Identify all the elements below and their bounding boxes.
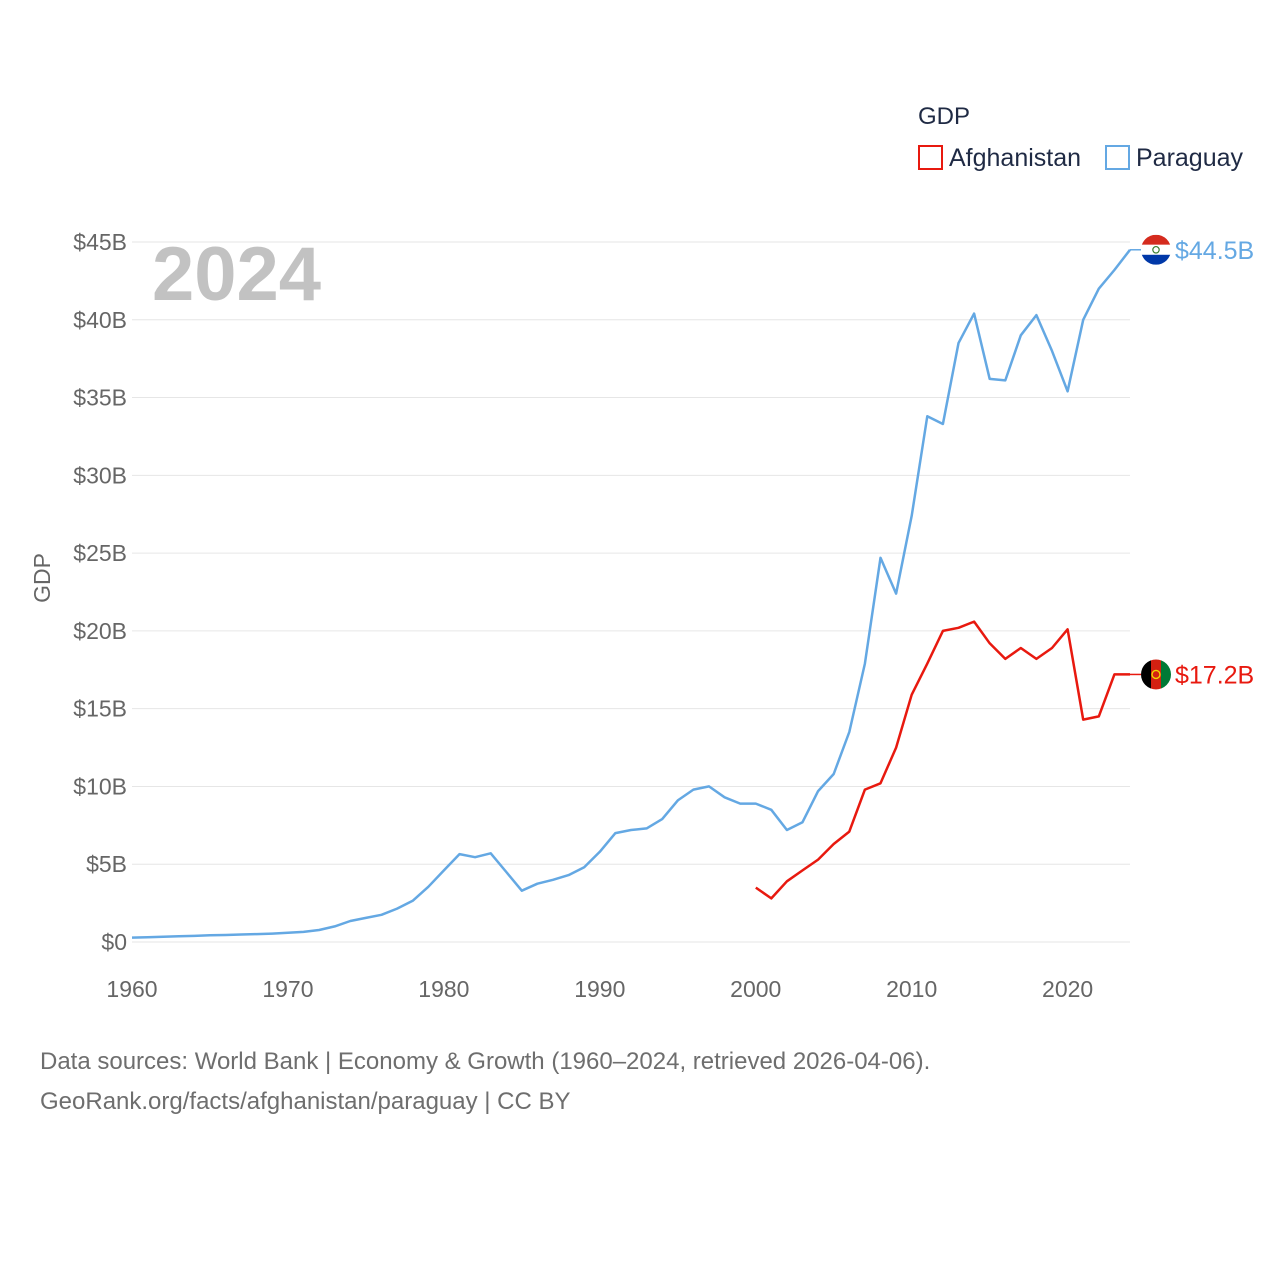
end-marker-paraguay: $44.5B — [1130, 234, 1254, 265]
data-source-text: Data sources: World Bank | Economy & Gro… — [40, 1048, 931, 1075]
footer: Data sources: World Bank | Economy & Gro… — [40, 1042, 930, 1122]
series-line-paraguay — [131, 249, 1131, 939]
x-tick-label: 1990 — [574, 976, 625, 1002]
legend-entry-paraguay[interactable]: Paraguay — [1105, 144, 1244, 172]
source-link-text[interactable]: GeoRank.org/facts/afghanistan/paraguay |… — [40, 1088, 571, 1115]
paraguay-flag-icon — [1141, 234, 1171, 265]
x-axis-ticks: 1960 1970 1980 1990 2000 2010 2020 — [106, 976, 1093, 1002]
x-tick-label: 1980 — [418, 976, 469, 1002]
legend-entry-afghanistan[interactable]: Afghanistan — [918, 144, 1081, 172]
legend-label-paraguay: Paraguay — [1136, 144, 1244, 172]
y-axis-ticks: $0 $5B $10B $15B $20B $25B $30B $35B $40B $45B — [73, 229, 127, 955]
x-tick-label: 2010 — [886, 976, 937, 1002]
y-tick-label: $20B — [73, 618, 127, 644]
legend-title: GDP — [918, 103, 970, 130]
end-marker-afghanistan: $17.2B — [1130, 659, 1254, 690]
y-tick-label: $45B — [73, 229, 127, 255]
y-tick-label: $30B — [73, 462, 127, 488]
x-tick-label: 2020 — [1042, 976, 1093, 1002]
legend-label-afghanistan: Afghanistan — [949, 144, 1081, 172]
gridlines — [132, 241, 1130, 943]
y-tick-label: $25B — [73, 540, 127, 566]
legend-swatch-afghanistan — [918, 145, 943, 170]
x-tick-label: 2000 — [730, 976, 781, 1002]
legend-swatch-paraguay — [1105, 145, 1130, 170]
y-tick-label: $10B — [73, 773, 127, 799]
y-tick-label: $15B — [73, 696, 127, 722]
year-label: 2024 — [152, 232, 321, 317]
y-tick-label: $35B — [73, 385, 127, 411]
y-tick-label: $0 — [101, 929, 127, 955]
afghanistan-flag-icon — [1141, 659, 1171, 690]
y-tick-label: $5B — [86, 851, 127, 877]
y-axis-title: GDP — [29, 553, 55, 603]
legend: GDP Afghanistan Paraguay — [918, 103, 1244, 172]
series-line-afghanistan — [755, 620, 1130, 900]
end-label-paraguay: $44.5B — [1175, 237, 1254, 265]
x-tick-label: 1970 — [262, 976, 313, 1002]
x-tick-label: 1960 — [106, 976, 157, 1002]
gdp-line-chart: $0 $5B $10B $15B $20B $25B $30B $35B $40B $45B 19… — [29, 103, 1254, 1002]
end-label-afghanistan: $17.2B — [1175, 661, 1254, 689]
y-tick-label: $40B — [73, 307, 127, 333]
